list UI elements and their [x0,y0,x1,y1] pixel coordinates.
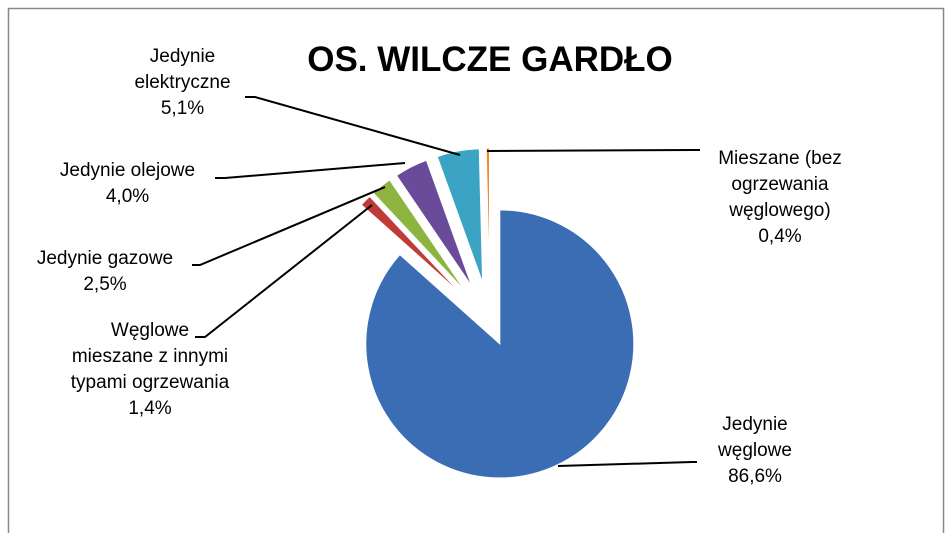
data-label: Jedynie gazowe 2,5% [10,246,200,298]
pie-slice [360,195,462,295]
leader-line [195,204,373,338]
data-label: Jedynie elektryczne 5,1% [110,44,255,122]
chart-title: OS. WILCZE GARDŁO [307,40,673,79]
value-label: 0,4% [758,226,802,247]
value-label: 4,0% [105,186,150,207]
category-label: Mieszane (bez ogrzewania węglowego) [718,148,842,221]
category-label: Jedynie olejowe [59,160,196,181]
pie-slice [372,179,466,292]
pie-slice [395,159,473,287]
value-label: 5,1% [160,98,205,119]
value-label: 2,5% [83,274,127,295]
pie-slice [436,148,484,283]
category-label: Jedynie węglowe [718,414,792,461]
leader-line [557,461,697,467]
leader-line [245,96,461,156]
leader-line [192,186,386,266]
leader-line [486,149,700,152]
data-label: Węglowe mieszane z innymi typami ogrzewa… [70,318,230,422]
category-label: Jedynie gazowe [36,248,174,269]
pie-slice [365,209,635,479]
data-label: Jedynie olejowe 4,0% [30,158,225,210]
value-label: 1,4% [128,398,172,419]
data-label: Jedynie węglowe 86,6% [690,412,820,490]
leader-line [215,162,406,179]
value-label: 86,6% [728,466,782,487]
pie-slice [485,147,490,283]
category-label: Jedynie elektryczne [134,46,231,93]
category-label: Węglowe mieszane z innymi typami ogrzewa… [70,320,230,393]
data-label: Mieszane (bez ogrzewania węglowego) 0,4% [690,146,870,250]
